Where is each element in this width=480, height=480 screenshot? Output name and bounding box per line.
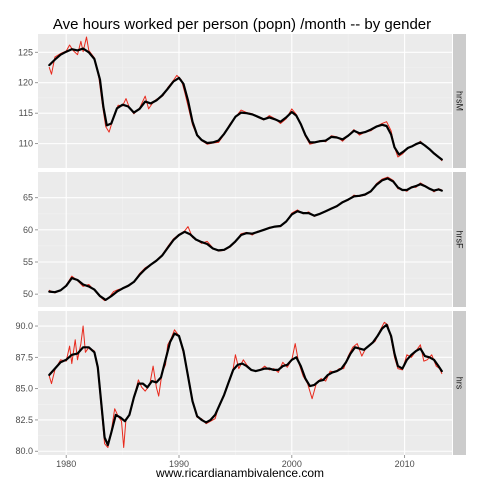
smoothed-series-line [48,323,443,447]
facet-strip [453,172,466,307]
y-tick-label: 87.5 [15,352,33,362]
facet-strip-label: hrs [455,377,465,390]
y-tick-label: 80.0 [15,446,33,456]
facet-strip-label: hrsM [455,91,465,111]
panel-hrsF: 50 55 60 65 hrsF [23,172,466,307]
x-tick-label: 1990 [169,459,189,469]
chart-title: Ave hours worked per person (popn) /mont… [53,16,431,33]
panel-background [38,34,452,168]
y-tick-label: 82.5 [15,415,33,425]
y-tick-label: 115 [19,108,33,118]
facet-strip [453,311,466,455]
panel-background [38,172,452,307]
y-tick-label: 65 [23,193,33,203]
panel-hrs: 80.0 82.5 85.0 87.5 90.0 hrs [15,311,466,456]
y-tick-label: 60 [23,225,33,235]
y-tick-label: 125 [18,47,33,57]
y-tick-label: 120 [18,78,33,88]
facet-strip-label: hrsF [455,231,465,250]
x-tick-label: 2000 [282,459,302,469]
y-tick-label: 55 [23,257,33,267]
smoothed-series-line [48,47,443,161]
smoothed-series-line [48,177,443,301]
x-tick-label: 2010 [395,459,415,469]
facet-strip [453,34,466,168]
y-tick-label: 90.0 [15,321,33,331]
y-tick-label: 85.0 [15,384,33,394]
y-tick-label: 50 [23,289,33,299]
chart-panels: 110 115 120 125 hrsM 50 55 60 65 hrsF 80.0 82.5 85.0… [15,34,466,469]
panel-background [38,311,452,455]
panel-hrsM: 110 115 120 125 hrsM [18,34,466,168]
x-tick-label: 1980 [56,459,76,469]
y-tick-label: 110 [19,139,33,149]
chart-caption: www.ricardianambivalence.com [155,466,324,480]
